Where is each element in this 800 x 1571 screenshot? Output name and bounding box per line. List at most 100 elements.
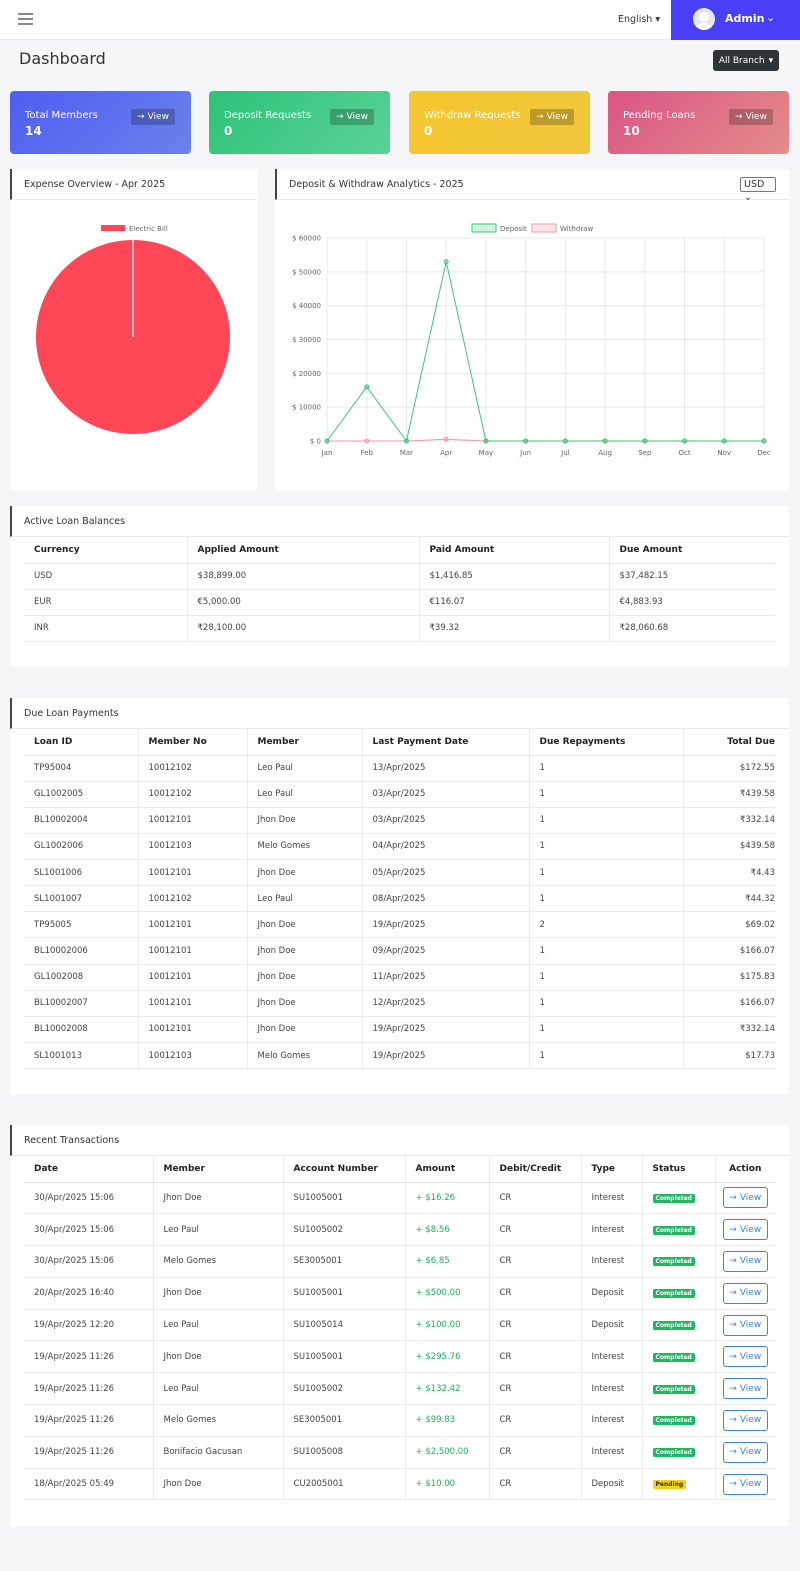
table-cell: Jhon Doe [152,1340,283,1374]
view-deposit-requests-button[interactable]: → View [330,109,374,125]
column-header: Action [714,1156,775,1183]
x-tick-label: Apr [440,449,452,457]
table-cell: CR [488,1468,581,1501]
table-cell: 1 [528,755,683,782]
arrow-right-icon: → [729,1224,737,1235]
action-cell: → View [714,1309,775,1342]
table-cell: ₹332.14 [682,807,775,834]
view-transaction-button[interactable]: → View [722,1346,768,1368]
arrow-right-icon: → [729,1447,737,1458]
table-cell: EUR [24,589,187,616]
y-tick-label: $ 40000 [292,302,321,310]
legend-label: Electric Bill [129,225,168,233]
table-cell: $439.58 [682,833,775,861]
data-point [324,438,330,444]
table-row: BL10002006 10012101 Jhon Doe 09/Apr/2025 1 $1… [24,937,775,965]
table-cell: SL1001007 [24,885,138,913]
series-line [326,261,764,443]
table-cell: BL10002004 [24,807,138,834]
stat-card-pending-loans: Pending Loans 10 → View [608,91,789,154]
table-row: GL1002005 10012102 Leo Paul 03/Apr/2025 1 ₹43… [24,781,775,808]
table-cell: Melo Gomes [246,833,362,861]
card-title: Active Loan Balances [10,506,789,537]
table-row: BL10002004 10012101 Jhon Doe 03/Apr/2025 1 ₹3… [24,807,775,834]
table-row: 20/Apr/2025 16:40 Jhon Doe SU1005001 + $500… [24,1277,775,1310]
branch-dropdown-button[interactable]: All Branch ▾ [713,50,779,71]
table-cell: TP95004 [24,755,138,782]
table-cell: 10012103 [137,1042,247,1070]
table-row: TP95005 10012101 Jhon Doe 19/Apr/2025 2 $69.0… [24,911,775,939]
table-cell: 10012101 [137,937,247,965]
menu-toggle-icon[interactable] [18,13,33,25]
view-button-label: View [739,1383,762,1394]
data-point [761,438,767,444]
column-header: Currency [24,537,187,564]
column-header: Member [246,729,362,756]
table-row: 19/Apr/2025 12:20 Leo Paul SU1005014 + $100… [24,1309,775,1342]
table-cell: 09/Apr/2025 [361,937,529,965]
due-loan-payments-card: Due Loan Payments Loan ID Member No Memb… [10,698,789,1094]
deposit-withdraw-line-chart: Deposit Withdraw $ 0 $ 10000 $ 20000 $ 30000 $… [292,223,771,457]
legend-swatch [531,223,557,233]
table-cell: 13/Apr/2025 [361,755,529,782]
table-cell: USD [24,563,187,590]
table-cell: Completed [641,1436,715,1469]
table-cell: Deposit [580,1468,642,1501]
view-transaction-button[interactable]: → View [722,1187,768,1209]
view-transaction-button[interactable]: → View [722,1250,768,1272]
table-cell: 19/Apr/2025 [361,1016,529,1044]
column-header: Total Due [682,729,775,756]
table-row: TP95004 10012102 Leo Paul 13/Apr/2025 1 $172.… [24,755,775,782]
currency-select[interactable]: USD ⌄ [740,177,776,203]
table-cell: 10012101 [137,807,247,834]
view-button-label: View [739,1320,762,1331]
table-cell: + $132.42 [404,1372,489,1406]
view-transaction-button[interactable]: → View [722,1282,768,1304]
table-cell: GL1002005 [24,781,138,808]
column-header: Paid Amount [418,537,609,564]
view-button-label: View [739,1447,762,1458]
top-navbar: English ▾ Admin ⌄ [0,0,800,40]
status-badge: Completed [652,1384,695,1394]
x-tick-label: Jan [321,449,333,457]
stat-value: 10 [623,124,640,138]
table-cell: Deposit [580,1309,642,1342]
table-row: BL10002007 10012101 Jhon Doe 12/Apr/2025 1 $1… [24,990,775,1017]
arrow-right-icon: → [729,1256,737,1267]
table-cell: Melo Gomes [246,1042,362,1070]
stat-card-deposit-requests: Deposit Requests 0 → View [209,91,390,154]
stat-button-label: View [346,112,368,122]
table-cell: 10012102 [137,781,247,808]
stat-button-label: View [546,112,568,122]
view-transaction-button[interactable]: → View [722,1409,768,1431]
view-transaction-button[interactable]: → View [722,1378,768,1400]
arrow-right-icon: → [735,112,743,122]
y-tick-label: $ 60000 [292,235,321,243]
data-point [403,438,409,444]
status-badge: Completed [652,1193,695,1203]
view-pending-loans-button[interactable]: → View [729,109,773,125]
data-point [364,438,370,444]
loan-balances-card: Active Loan Balances Currency Applied Am… [10,506,789,667]
loan-balances-table: Currency Applied Amount Paid Amount Due … [24,537,775,642]
table-cell: Jhon Doe [152,1468,283,1501]
view-withdraw-requests-button[interactable]: → View [530,109,574,125]
table-cell: Completed [641,1245,715,1278]
status-badge: Completed [652,1352,695,1362]
view-transaction-button[interactable]: → View [722,1314,768,1336]
view-transaction-button[interactable]: → View [722,1441,768,1463]
table-cell: 20/Apr/2025 16:40 [24,1277,153,1310]
view-transaction-button[interactable]: → View [722,1219,768,1241]
user-menu[interactable]: Admin ⌄ [671,0,800,40]
x-tick-label: Nov [717,449,731,457]
view-transaction-button[interactable]: → View [722,1473,768,1495]
language-selector[interactable]: English ▾ [618,14,660,25]
chevron-down-icon: ⌄ [766,11,776,24]
column-header: Account Number [282,1156,405,1183]
table-cell: + $295.76 [404,1340,489,1374]
table-row: 30/Apr/2025 15:06 Melo Gomes SE3005001 + $6… [24,1245,775,1278]
view-members-button[interactable]: → View [131,109,175,125]
table-cell: Interest [580,1436,642,1469]
table-cell: 1 [528,1016,683,1044]
table-cell: Melo Gomes [152,1245,283,1278]
